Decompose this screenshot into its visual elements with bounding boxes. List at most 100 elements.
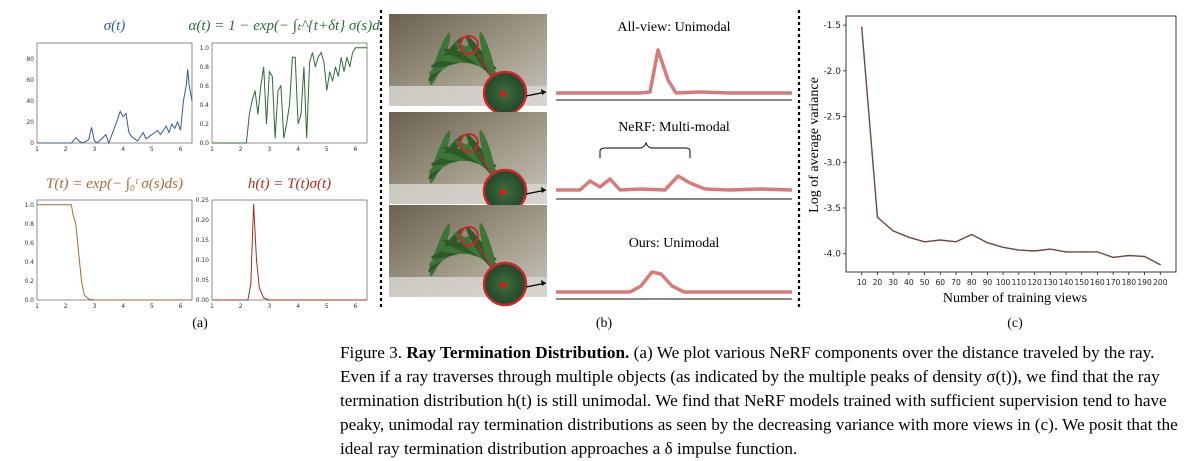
x-tick-label: 1 [35,146,39,153]
plant-leaf [465,226,499,274]
scene-photos [389,14,547,307]
transmittance-plot: T(t) = exp(− ∫₀ᵗ σ(s)ds) 1 2 3 4 5 6 0.0 0.2 0.4 0… [24,176,193,310]
termination-distributions [556,48,793,300]
variance-point [1112,256,1114,258]
scene-photo-2 [389,205,547,307]
plot-title: h(t) = T(t)σ(t) [248,176,331,192]
y-tick-label: 0.8 [24,221,34,228]
variance-point [939,239,941,241]
x-tick-label: 3 [267,303,271,310]
y-tick-label: 40 [26,98,34,105]
y-tick-label: 0.0 [199,140,209,147]
y-tick-label: -1.5 [823,21,841,31]
variance-point [1033,250,1036,252]
variance-point [1018,249,1020,251]
y-tick-label: 0.00 [196,297,210,304]
y-tick-label: 80 [26,56,34,63]
plant-leaf [431,50,485,68]
zoom-connector [477,151,493,175]
panel-c-label: (c) [1007,316,1023,331]
plant-leaf [436,152,492,162]
variance-point [923,241,926,243]
marker-circle [459,35,479,55]
plot-frame [211,199,368,301]
plant-leaf [436,54,492,64]
plot-title: T(t) = exp(− ∫₀ᵗ σ(s)ds) [46,176,183,192]
y-tick-label: 0 [30,140,34,147]
x-tick-label: 80 [967,278,977,287]
variance-point [955,241,957,243]
y-tick-label: -3.0 [823,158,841,168]
y-tick-label: 0.2 [24,278,34,285]
y-tick-label: 0.10 [196,257,210,264]
plant-leaf [479,223,497,277]
y-tick-label: 1.0 [199,45,209,52]
y-tick-label: -4.0 [823,250,841,260]
chart-frame [845,15,1177,273]
x-tick-label: 5 [150,146,154,153]
y-tick-label: 0.6 [24,240,34,247]
zoom-connector [477,53,493,77]
plant-leaf [428,140,476,174]
zoom-inset [482,168,528,214]
x-tick-label: 6 [179,303,183,310]
y-tick-label: 0.8 [199,64,209,71]
plant-leaf [428,36,464,82]
plot-frame [36,42,193,144]
arrow-shaft [525,189,547,195]
x-tick-label: 160 [1090,278,1105,287]
x-tick-label: 110 [1012,278,1027,287]
series-line [37,69,193,145]
variance-point [861,26,863,28]
plant-leaf [443,239,497,261]
x-tick-label: 180 [1122,278,1137,287]
x-tick-label: 190 [1137,278,1152,287]
alpha-plot: α(t) = 1 − exp(− ∫ₜ^{t+δt} σ(s)ds) 1 2 3 4 5 6… [188,18,380,153]
x-tick-label: 100 [996,278,1011,287]
variance-point [908,236,910,238]
plant-leaf [428,42,476,76]
ray-point [500,189,506,195]
x-tick-label: 3 [92,146,96,153]
y-tick-label: -2.0 [823,67,841,77]
photo-background [389,112,547,204]
zoom-connector [477,244,493,268]
y-axis-label: Log of average variance [807,77,822,213]
marker-circle [459,133,479,153]
x-tick-label: 2 [239,146,243,153]
plant-leaf [479,32,497,86]
plant-leaf [428,227,464,273]
photo-floor [389,184,547,204]
x-tick-label: 60 [935,278,945,287]
x-tick-label: 70 [951,278,961,287]
plant-leaf [428,233,476,267]
arrow-shaft [525,282,547,288]
variance-line [861,26,1161,266]
x-tick-label: 200 [1153,278,1168,287]
plant-leaf [465,133,499,181]
x-tick-label: 1 [210,303,214,310]
x-tick-label: 150 [1074,278,1089,287]
y-tick-label: 0.6 [199,83,209,90]
plant-leaf [453,41,499,77]
variance-point [1065,251,1067,253]
x-tick-label: 40 [904,278,914,287]
x-tick-label: 4 [121,303,125,310]
x-tick-label: 6 [354,146,358,153]
x-tick-label: 5 [325,146,329,153]
termination-plot: h(t) = T(t)σ(t) 1 2 3 4 5 6 0.00 0.05 0.10 0.15 0.2… [196,176,368,310]
x-axis-label: Number of training views [943,291,1087,306]
figure-caption: Figure 3. Ray Termination Distribution. … [340,341,1190,461]
plot-title: α(t) = 1 − exp(− ∫ₜ^{t+δt} σ(s)ds) [188,18,380,34]
variance-point [892,230,894,232]
y-tick-label: 0.4 [24,259,34,266]
y-tick-label: 0.4 [199,102,209,109]
y-tick-label: -2.5 [823,113,841,123]
plant-leaf [443,146,497,168]
ray-point [500,282,506,288]
x-tick-label: 50 [920,278,930,287]
ray-point [500,91,506,97]
x-tick-label: 4 [121,146,125,153]
variance-chart: 10 20 30 40 50 60 70 80 90 100 110 120 130 140 150 160 1… [823,15,1177,287]
